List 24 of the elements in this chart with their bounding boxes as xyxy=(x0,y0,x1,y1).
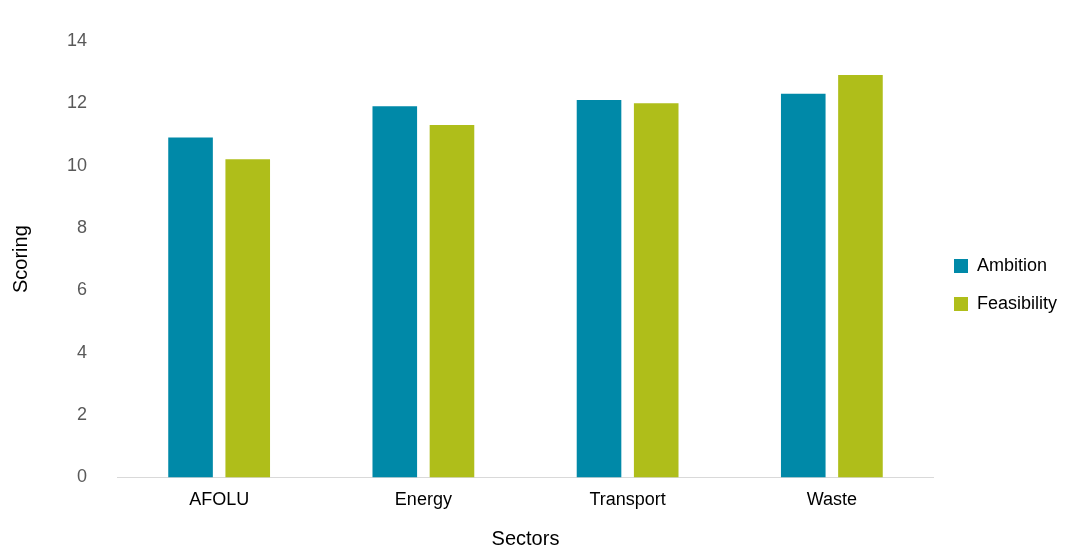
bar xyxy=(372,106,418,478)
x-tick-label: Waste xyxy=(806,489,858,510)
bar xyxy=(168,137,213,478)
bar xyxy=(780,93,826,478)
y-tick-label: 6 xyxy=(77,279,88,300)
bar xyxy=(838,75,883,478)
y-tick-label: 0 xyxy=(77,466,88,487)
x-tick-label: AFOLU xyxy=(189,489,250,510)
y-tick-label: 8 xyxy=(77,216,88,237)
x-tick-label: Transport xyxy=(589,489,666,510)
bar xyxy=(633,103,679,478)
y-tick-label: 2 xyxy=(77,404,88,424)
x-axis-title: Sectors xyxy=(491,526,560,549)
x-tick-label: Energy xyxy=(394,489,452,510)
bar xyxy=(429,125,475,478)
y-axis-title: Scoring xyxy=(8,225,31,294)
bar xyxy=(225,159,271,478)
bar xyxy=(576,100,622,478)
legend-label: Ambition xyxy=(976,254,1048,275)
y-tick-label: 4 xyxy=(77,341,88,362)
y-tick-label: 12 xyxy=(66,92,88,113)
legend-label: Feasibility xyxy=(976,292,1058,313)
y-tick-label: 10 xyxy=(66,154,88,175)
y-tick-label: 14 xyxy=(66,29,88,50)
